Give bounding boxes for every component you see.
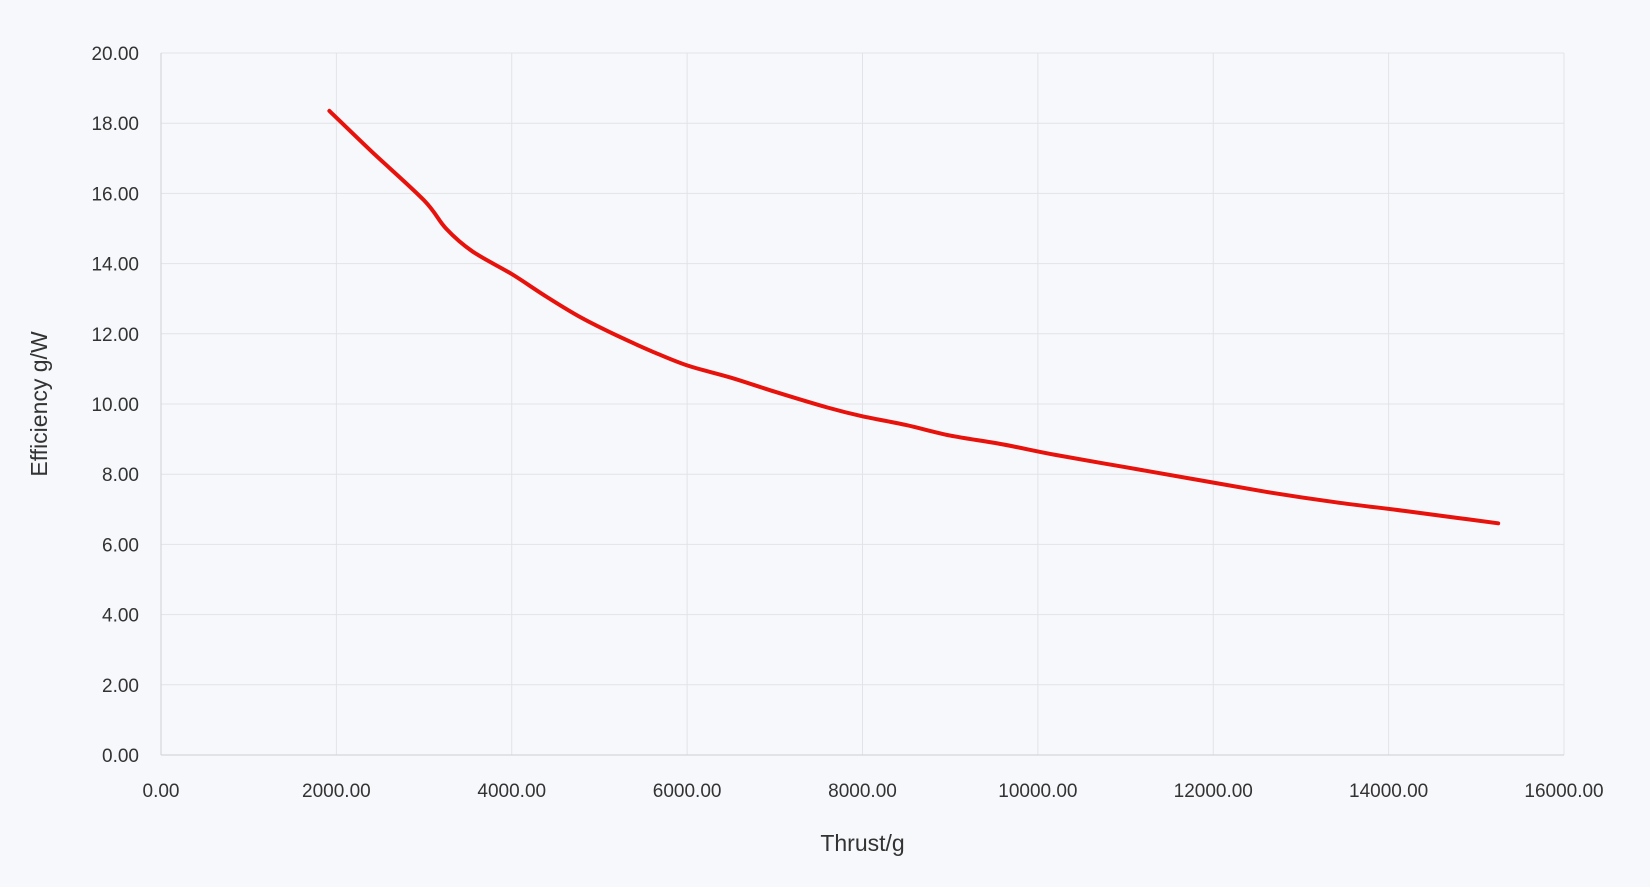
x-gridlines bbox=[335, 53, 1565, 755]
y-tick-label: 4.00 bbox=[102, 606, 139, 627]
y-axis-title: Efficiency g/W bbox=[26, 331, 52, 477]
y-tick-label: 20.00 bbox=[91, 44, 139, 65]
y-tick-label: 18.00 bbox=[91, 114, 139, 135]
x-tick-label: 6000.00 bbox=[653, 781, 722, 802]
x-tick-label: 12000.00 bbox=[1174, 781, 1253, 802]
y-tick-label: 12.00 bbox=[91, 325, 139, 346]
x-tick-labels: 0.00 2000.00 4000.00 6000.00 8000.00 10000.00… bbox=[143, 781, 1604, 802]
x-tick-label: 10000.00 bbox=[998, 781, 1077, 802]
series-group bbox=[327, 108, 1501, 526]
y-tick-label: 16.00 bbox=[91, 184, 139, 205]
y-tick-label: 10.00 bbox=[91, 395, 139, 416]
y-tick-labels: 0.00 2.00 4.00 6.00 8.00 10.00 12.00 14.00 16.00… bbox=[91, 44, 139, 767]
x-tick-label: 4000.00 bbox=[477, 781, 546, 802]
x-tick-label: 2000.00 bbox=[302, 781, 371, 802]
y-tick-label: 6.00 bbox=[102, 535, 139, 556]
x-tick-label: 8000.00 bbox=[828, 781, 897, 802]
y-tick-label: 0.00 bbox=[102, 746, 139, 767]
x-axis-title: Thrust/g bbox=[820, 830, 904, 856]
y-tick-label: 2.00 bbox=[102, 676, 139, 697]
x-tick-label: 16000.00 bbox=[1524, 781, 1603, 802]
series-line-0 bbox=[327, 108, 1501, 526]
y-tick-label: 8.00 bbox=[102, 465, 139, 486]
x-tick-label: 14000.00 bbox=[1349, 781, 1428, 802]
x-tick-label: 0.00 bbox=[143, 781, 180, 802]
y-tick-label: 14.00 bbox=[91, 255, 139, 276]
